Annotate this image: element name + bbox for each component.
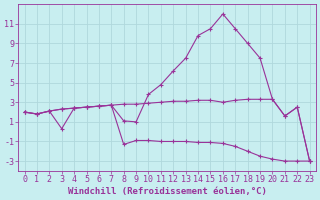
X-axis label: Windchill (Refroidissement éolien,°C): Windchill (Refroidissement éolien,°C) xyxy=(68,187,267,196)
